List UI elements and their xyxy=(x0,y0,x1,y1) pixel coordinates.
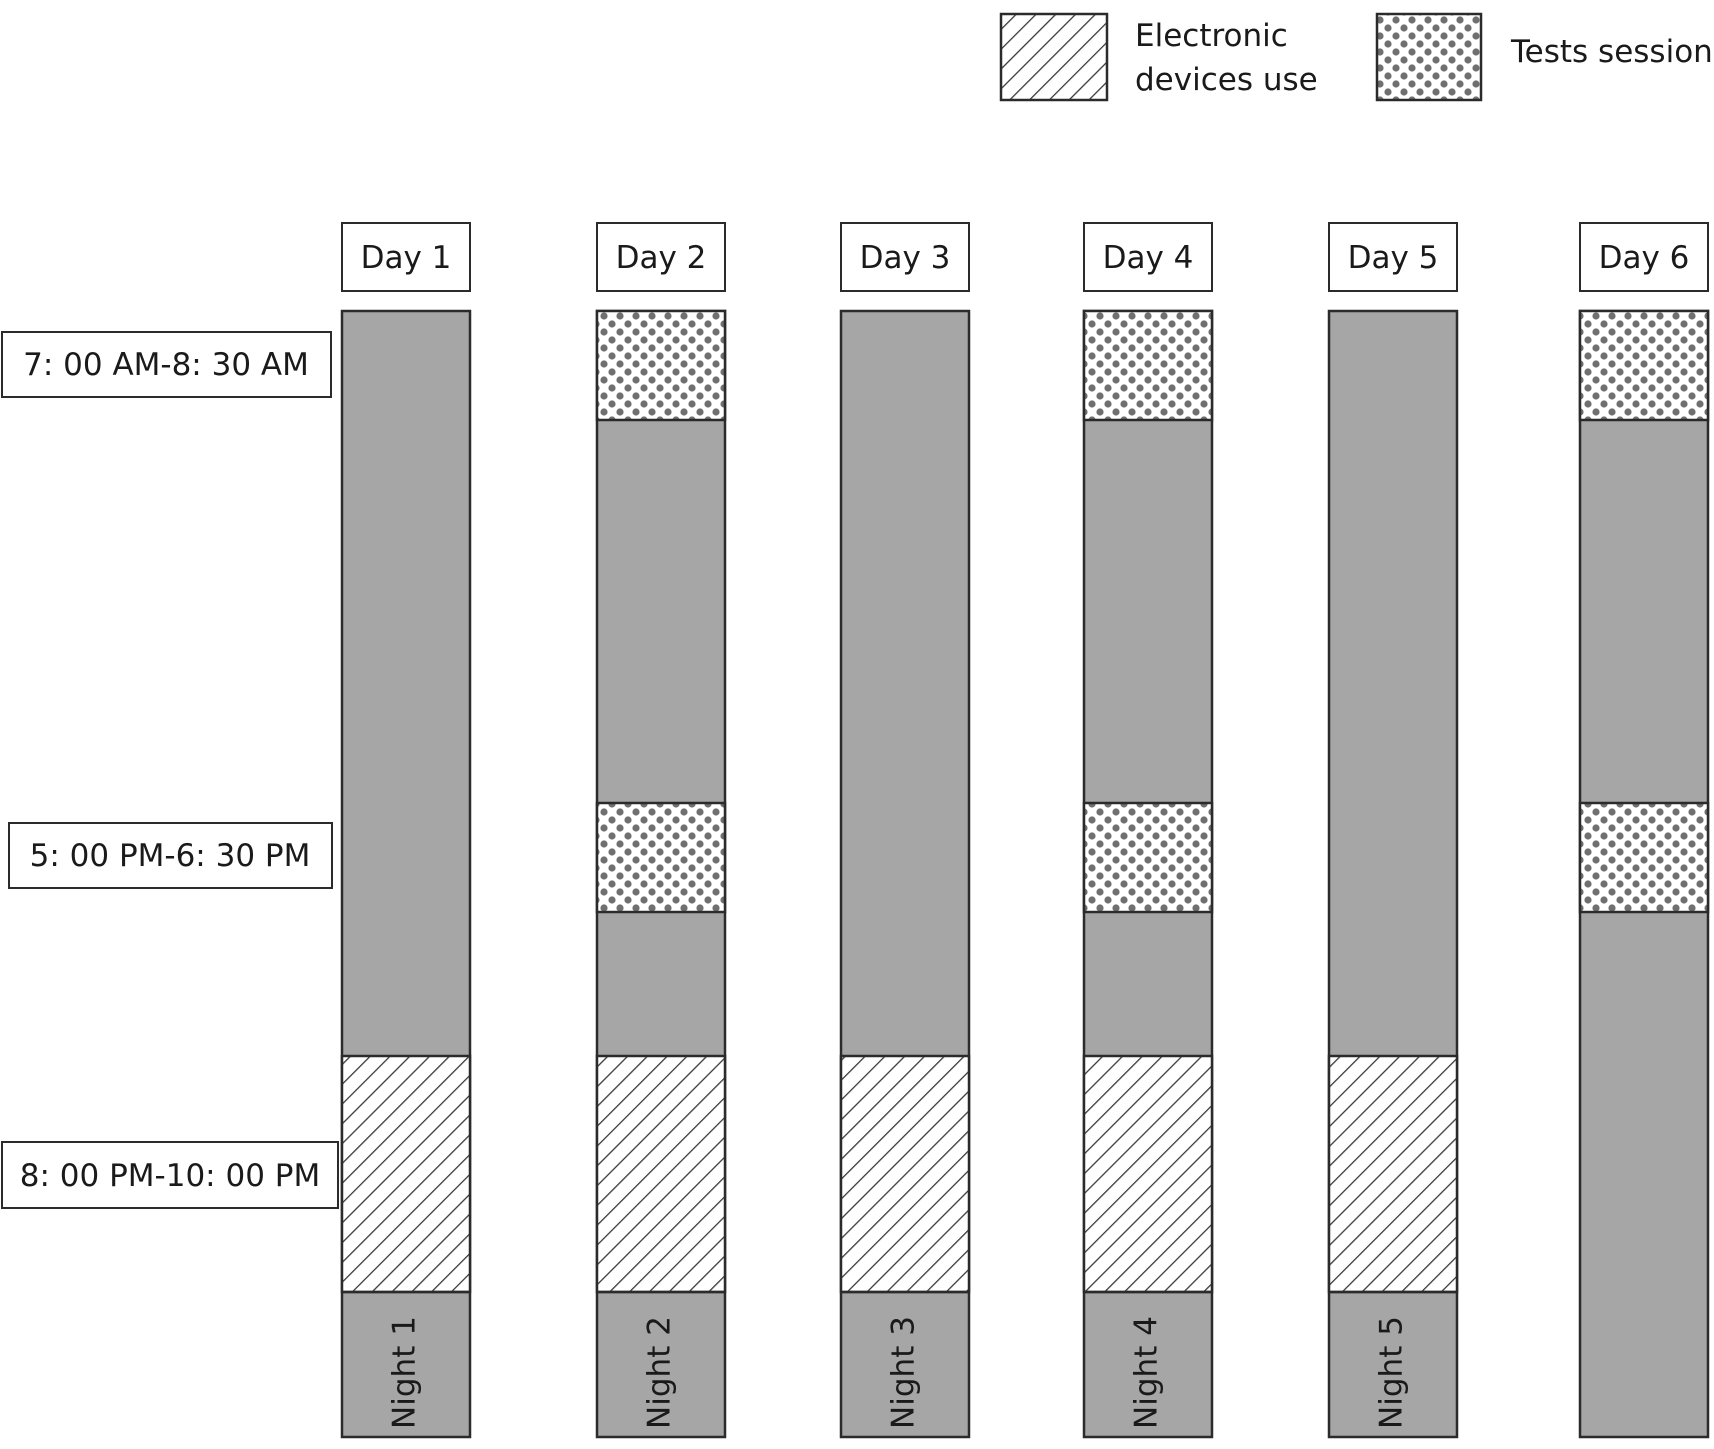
legend-electronic-swatch xyxy=(999,12,1109,102)
day-header-label-3: Day 3 xyxy=(860,240,951,276)
day-header-box-2 xyxy=(596,222,726,292)
legend-tests-label: Tests session xyxy=(1510,34,1713,70)
day-header-box-1 xyxy=(341,222,471,292)
night-label-3: Night 3 xyxy=(886,1316,922,1429)
electronic-use-block-5 xyxy=(1327,1054,1459,1294)
day-header-box-4 xyxy=(1083,222,1213,292)
time-label-morning: 7: 00 AM-8: 30 AM xyxy=(23,347,309,383)
day-header-label-4: Day 4 xyxy=(1103,240,1194,276)
night-label-5: Night 5 xyxy=(1374,1316,1410,1429)
electronic-use-block-3 xyxy=(839,1054,971,1294)
day-column-1: Day 1 Night 1 xyxy=(340,222,472,1439)
morning-test-block-6 xyxy=(1578,309,1710,422)
day-column-3: Day 3 Night 3 xyxy=(839,222,971,1439)
day-column-4: Day 4 Night 4 xyxy=(1082,222,1214,1439)
day-column-6: Day 6 xyxy=(1578,222,1710,1439)
time-label-box-morning xyxy=(1,331,332,398)
night-label-1: Night 1 xyxy=(387,1316,423,1429)
night-label-4: Night 4 xyxy=(1129,1316,1165,1429)
morning-test-block-2 xyxy=(595,309,727,422)
electronic-use-block-4 xyxy=(1082,1054,1214,1294)
day-column-5: Day 5 Night 5 xyxy=(1327,222,1459,1439)
legend-electronic-label: Electronic devices use xyxy=(1135,18,1318,98)
day-header-label-6: Day 6 xyxy=(1599,240,1690,276)
legend: Electronic devices use Tests session xyxy=(999,12,1713,102)
day-column-2: Day 2 Night 2 xyxy=(595,222,727,1439)
night-label-2: Night 2 xyxy=(642,1316,678,1429)
afternoon-test-block-2 xyxy=(595,801,727,914)
day-header-box-3 xyxy=(840,222,970,292)
day-header-label-1: Day 1 xyxy=(361,240,452,276)
time-label-box-afternoon xyxy=(8,822,333,889)
time-label-afternoon: 5: 00 PM-6: 30 PM xyxy=(30,838,311,874)
afternoon-test-block-4 xyxy=(1082,801,1214,914)
time-label-evening: 8: 00 PM-10: 00 PM xyxy=(20,1158,320,1194)
day-header-box-6 xyxy=(1579,222,1709,292)
electronic-use-block-1 xyxy=(340,1054,472,1294)
day-header-box-5 xyxy=(1328,222,1458,292)
electronic-use-block-2 xyxy=(595,1054,727,1294)
afternoon-test-block-6 xyxy=(1578,801,1710,914)
day-header-label-5: Day 5 xyxy=(1348,240,1439,276)
morning-test-block-4 xyxy=(1082,309,1214,422)
legend-tests-swatch xyxy=(1375,12,1483,102)
time-label-box-evening xyxy=(1,1141,339,1209)
day-header-label-2: Day 2 xyxy=(616,240,707,276)
time-labels: 7: 00 AM-8: 30 AM 5: 00 PM-6: 30 PM 8: 0… xyxy=(1,331,339,1209)
